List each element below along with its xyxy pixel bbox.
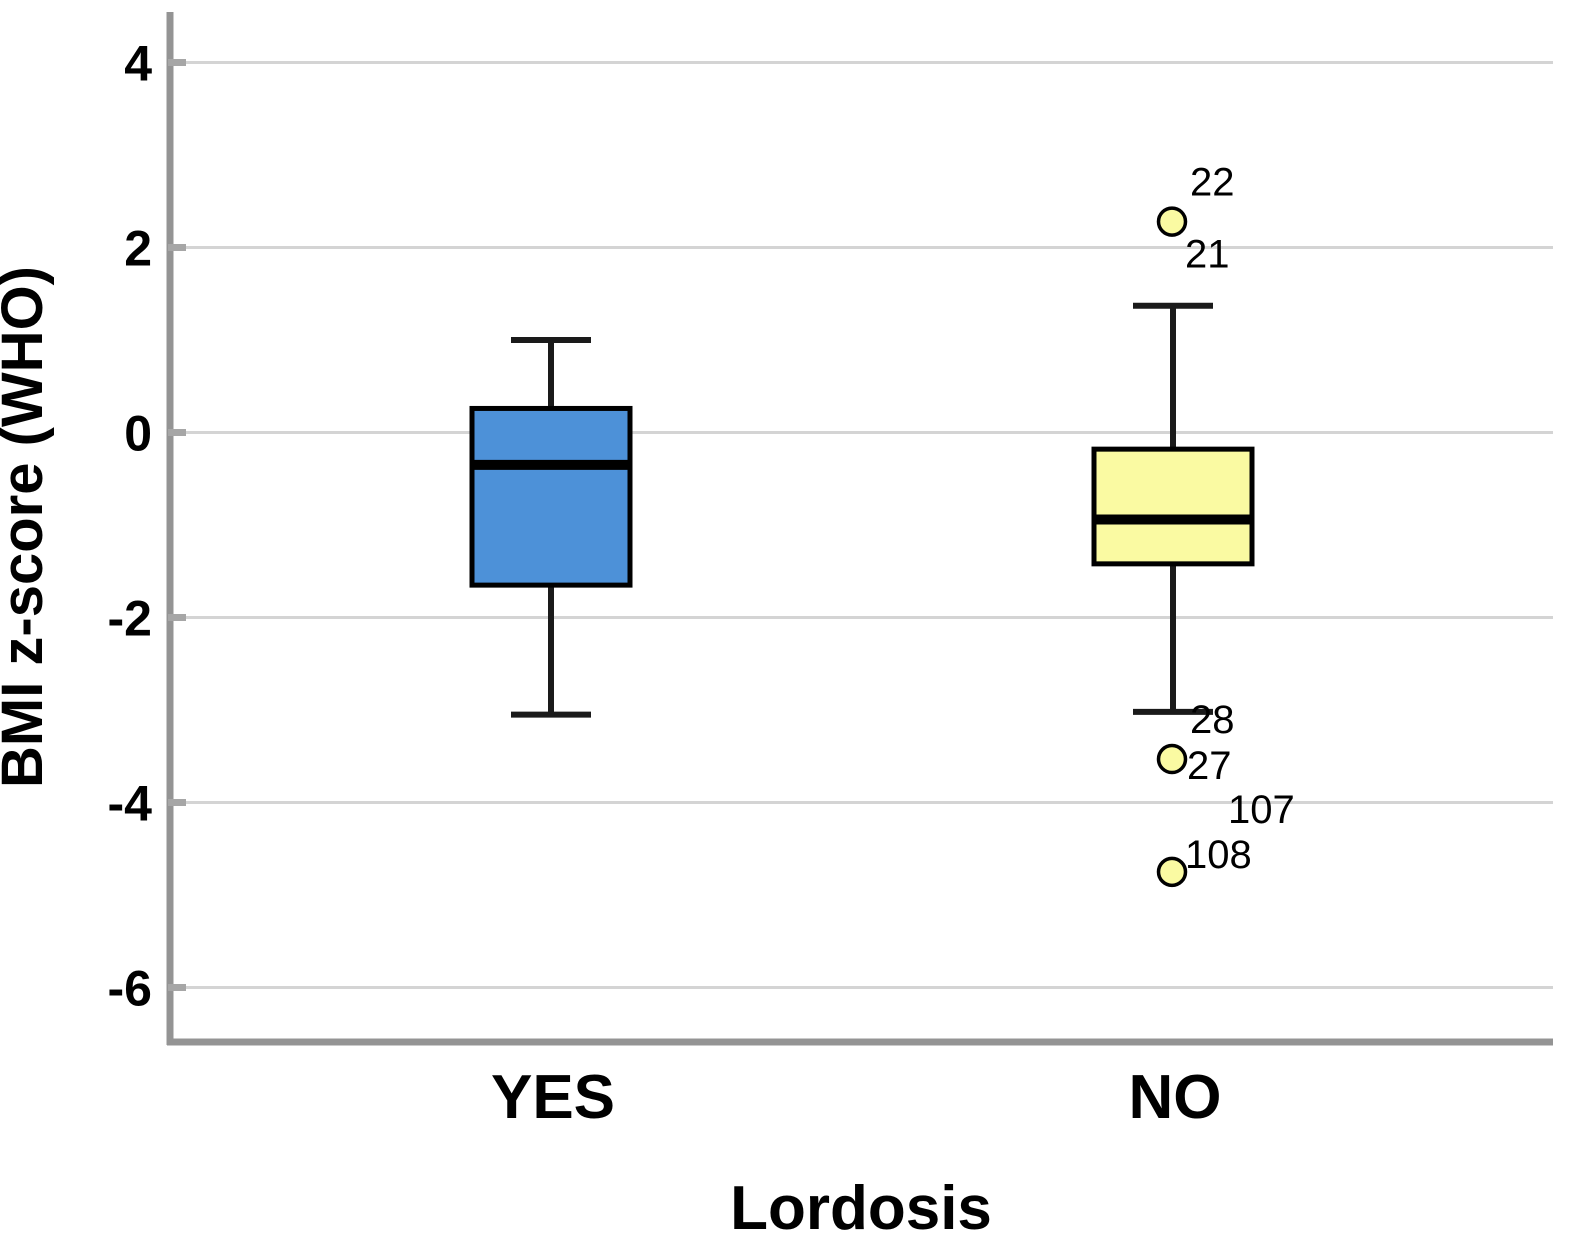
y-tick-label: 4 — [124, 36, 152, 92]
outlier-case-label: 27 — [1187, 744, 1232, 788]
y-tick-label: 0 — [124, 406, 152, 462]
outlier-case-label: 107 — [1228, 788, 1295, 832]
y-tick-label: -2 — [108, 591, 152, 647]
y-tick-label: -6 — [108, 961, 152, 1017]
outlier-point — [1156, 856, 1188, 888]
outlier-point — [1156, 206, 1188, 237]
y-tick-label: -4 — [108, 776, 153, 832]
box-yes — [469, 405, 633, 588]
y-tick-label: 2 — [124, 221, 152, 277]
x-axis-title: Lordosis — [730, 1174, 992, 1242]
x-category-label: YES — [491, 1063, 615, 1132]
outlier-case-label: 22 — [1190, 161, 1235, 205]
x-category-label: NO — [1129, 1063, 1222, 1132]
outlier-case-label: 108 — [1185, 833, 1252, 877]
box-no — [1091, 446, 1255, 567]
outlier-case-label: 28 — [1190, 698, 1235, 742]
y-axis-title: BMI z-score (WHO) — [0, 266, 55, 788]
outlier-point — [1156, 743, 1188, 775]
outlier-case-label: 21 — [1185, 233, 1230, 277]
